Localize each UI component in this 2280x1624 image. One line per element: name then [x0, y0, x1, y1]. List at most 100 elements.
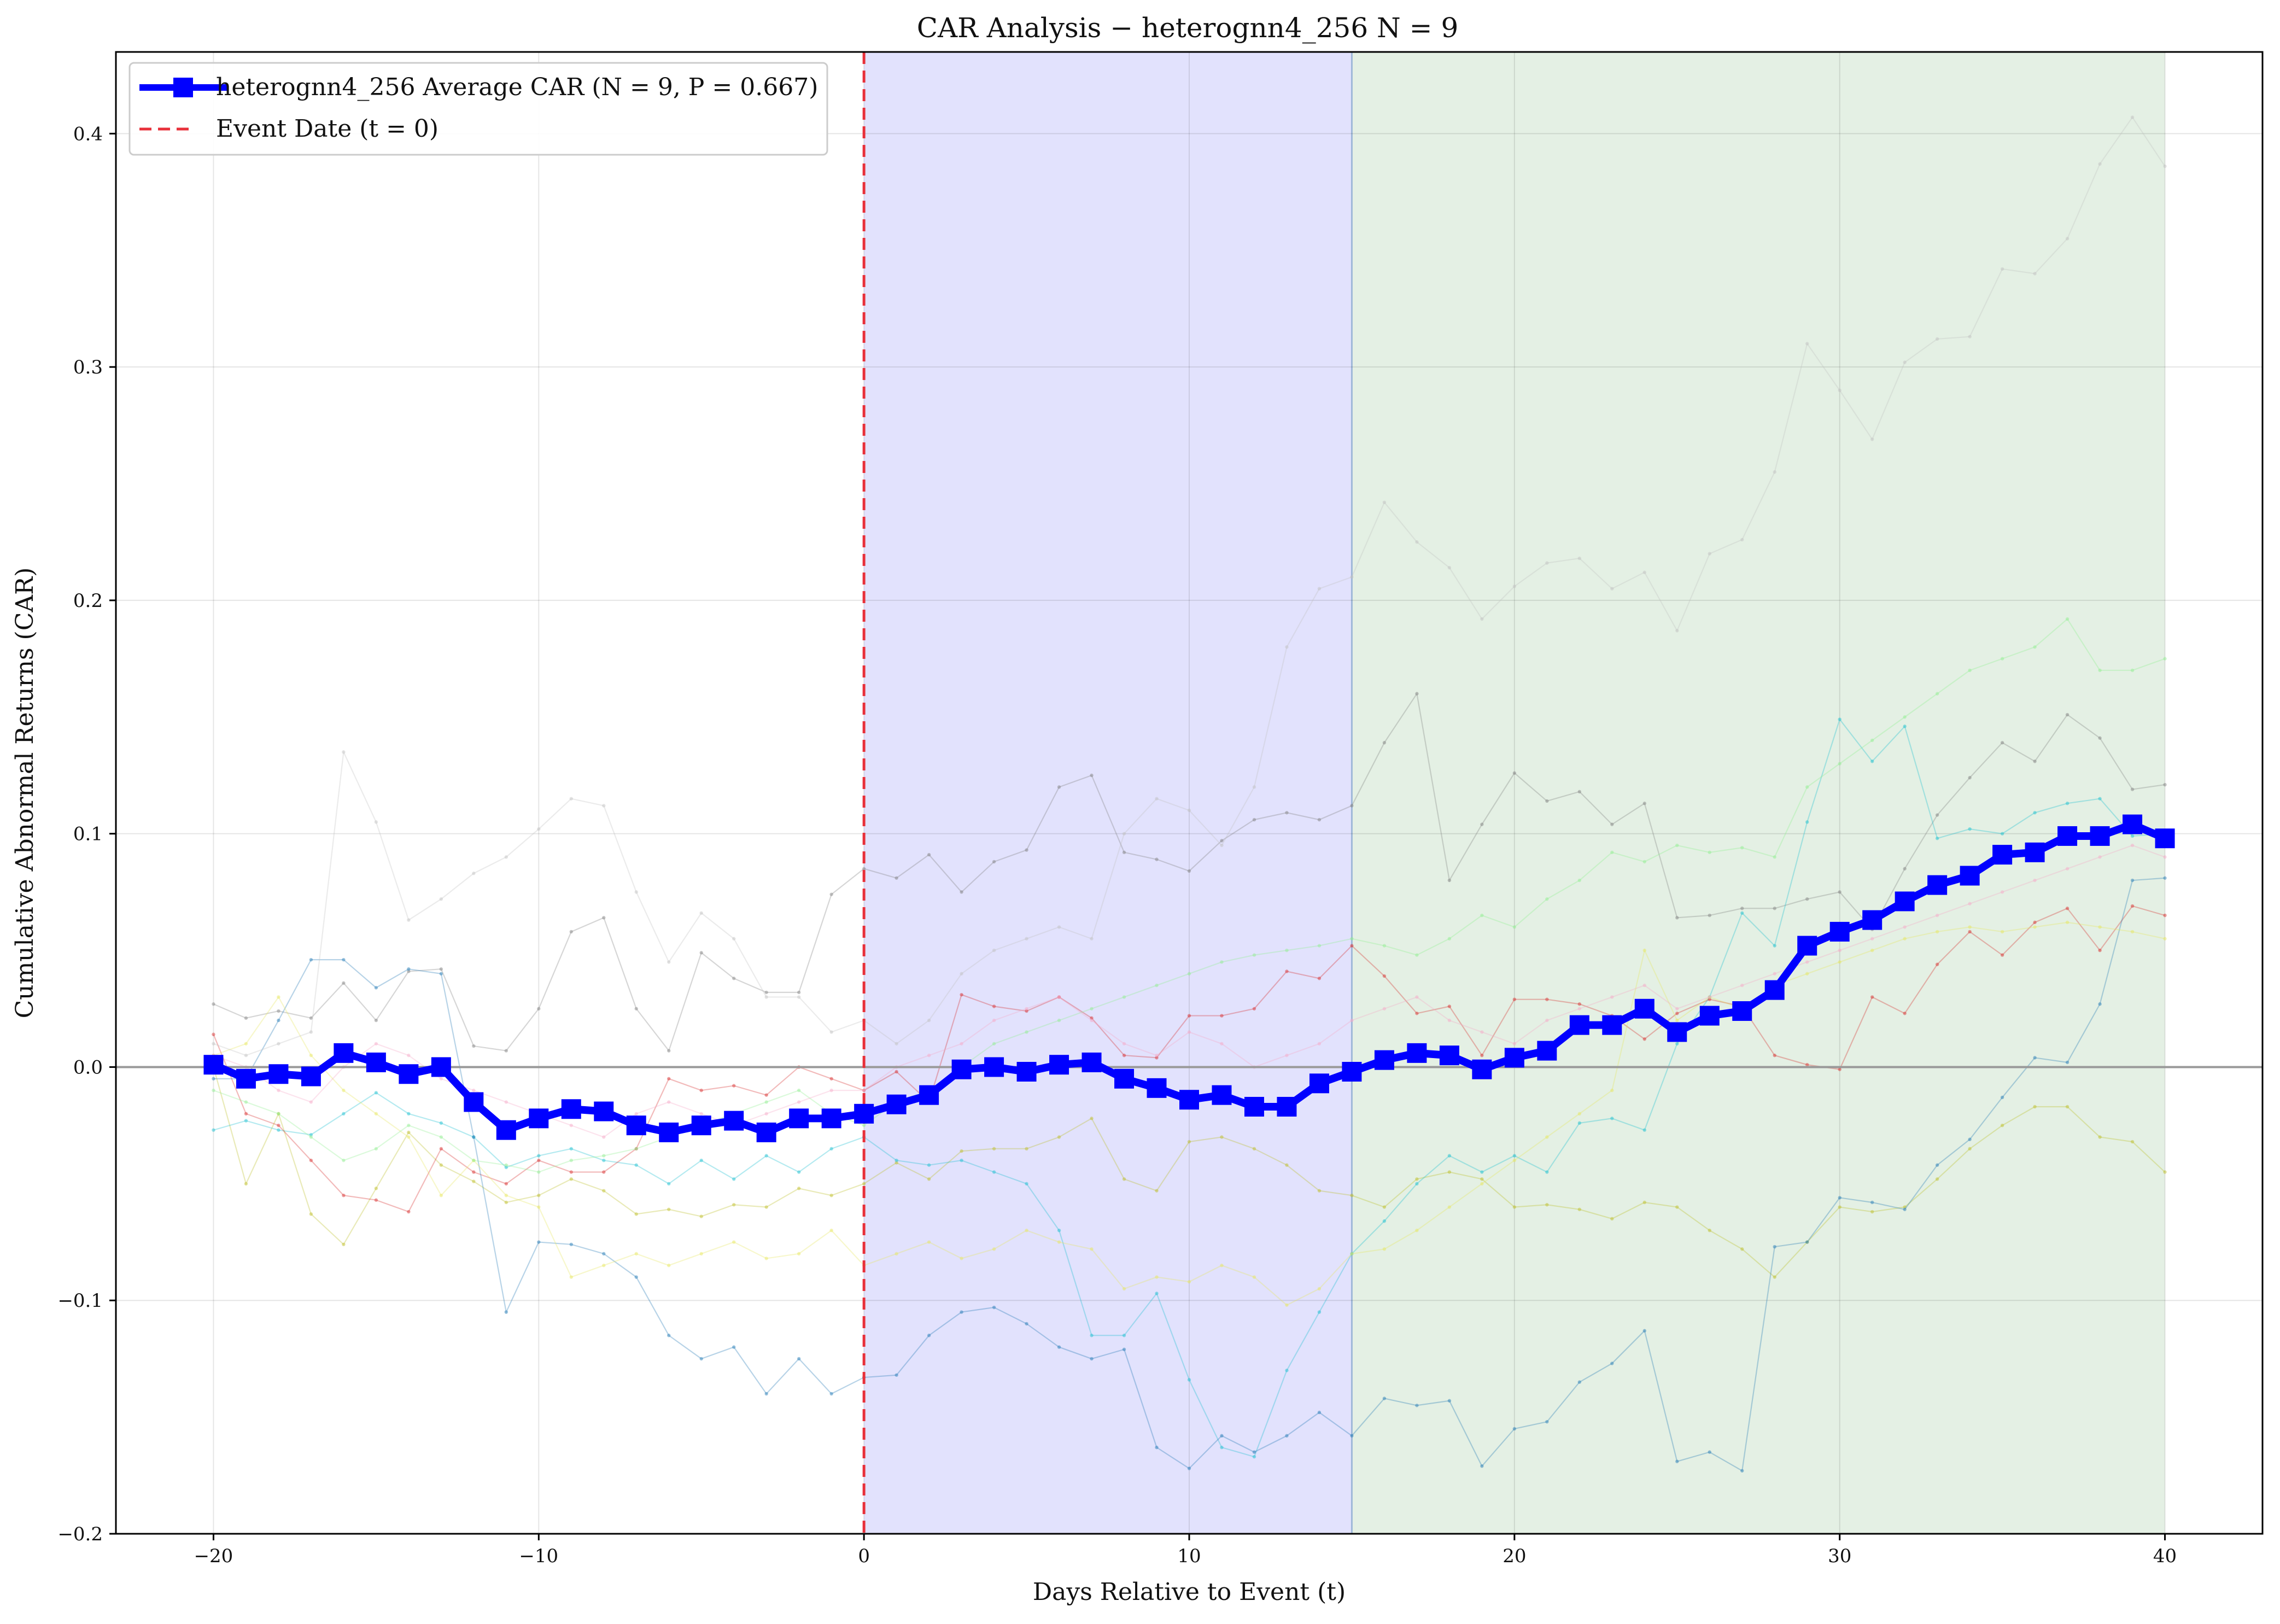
average-car-point: [659, 1122, 679, 1142]
individual-point: [1838, 762, 1841, 766]
individual-point: [1122, 995, 1126, 999]
individual-point: [1870, 948, 1874, 953]
average-car-point: [1992, 845, 2013, 865]
individual-point: [1025, 848, 1028, 852]
individual-point: [1122, 1334, 1126, 1337]
individual-point: [1675, 1018, 1679, 1023]
individual-point: [1285, 969, 1289, 973]
individual-point: [244, 1119, 248, 1123]
average-car-point: [529, 1108, 549, 1129]
average-car-point: [1829, 921, 1850, 942]
average-car-point: [1114, 1068, 1135, 1089]
individual-point: [1545, 1419, 1549, 1424]
individual-point: [1545, 1018, 1549, 1023]
individual-point: [2163, 657, 2167, 661]
individual-point: [2130, 878, 2135, 883]
individual-line-2: [213, 718, 2165, 1458]
individual-point: [2065, 1105, 2069, 1109]
individual-point: [1447, 878, 1452, 883]
individual-point: [1870, 760, 1874, 763]
individual-point: [277, 1112, 280, 1116]
shaded-region-1: [1352, 52, 2165, 1534]
average-car-point: [1602, 1015, 1622, 1035]
individual-point: [1480, 913, 1484, 918]
average-car-point: [1732, 1001, 1752, 1021]
individual-point: [1415, 1228, 1419, 1232]
individual-point: [2000, 832, 2004, 836]
individual-point: [277, 1128, 280, 1132]
x-tick-label: 20: [1503, 1545, 1526, 1567]
individual-point: [2000, 741, 2004, 745]
individual-point: [895, 1042, 898, 1045]
individual-point: [1903, 725, 1907, 728]
individual-point: [1187, 1140, 1191, 1144]
individual-point: [667, 1182, 671, 1186]
individual-point: [1805, 820, 1809, 824]
average-car-point: [854, 1103, 874, 1124]
average-car-point: [626, 1115, 646, 1136]
individual-point: [472, 1044, 476, 1048]
individual-point: [1317, 944, 1322, 948]
individual-point: [1935, 913, 1939, 918]
individual-point: [1155, 1189, 1159, 1193]
individual-point: [1545, 897, 1549, 901]
individual-point: [960, 1149, 963, 1153]
individual-point: [1187, 1378, 1191, 1382]
x-tick-label: 0: [858, 1545, 870, 1567]
individual-point: [1610, 1217, 1614, 1221]
individual-point: [407, 967, 411, 971]
individual-point: [764, 1154, 768, 1158]
individual-point: [1090, 773, 1094, 778]
individual-point: [1675, 1042, 1679, 1045]
individual-point: [1382, 1397, 1387, 1400]
average-car-point: [268, 1064, 289, 1084]
individual-point: [2130, 668, 2135, 673]
individual-point: [1903, 360, 1907, 364]
individual-point: [1708, 1450, 1711, 1454]
individual-point: [1968, 1137, 1972, 1141]
individual-point: [1935, 837, 1939, 840]
individual-point: [634, 1252, 638, 1256]
individual-point: [927, 1163, 931, 1167]
individual-point: [1122, 1042, 1126, 1045]
individual-point: [797, 990, 801, 995]
individual-point: [2098, 668, 2102, 673]
average-car-point: [1537, 1041, 1557, 1061]
individual-point: [1447, 1004, 1452, 1008]
individual-point: [829, 892, 833, 896]
individual-point: [960, 992, 963, 997]
individual-point: [1642, 983, 1646, 988]
individual-point: [1838, 717, 1841, 721]
individual-point: [699, 1357, 703, 1361]
individual-point: [764, 1257, 768, 1260]
individual-point: [1675, 1459, 1679, 1463]
average-car-point: [236, 1068, 256, 1089]
average-car-point: [1862, 910, 1883, 930]
individual-point: [1090, 1357, 1094, 1361]
individual-point: [1610, 587, 1614, 591]
individual-point: [829, 1088, 833, 1093]
individual-point: [374, 1091, 378, 1095]
individual-point: [1025, 1322, 1028, 1326]
individual-point: [764, 1100, 768, 1104]
individual-point: [439, 967, 443, 971]
individual-point: [2098, 855, 2102, 859]
individual-point: [244, 1042, 248, 1045]
individual-point: [829, 1228, 833, 1232]
individual-point: [2163, 1170, 2167, 1174]
individual-point: [764, 1392, 768, 1396]
individual-point: [569, 930, 573, 934]
average-car-point: [464, 1092, 484, 1112]
individual-point: [1480, 1464, 1484, 1468]
individual-point: [2163, 855, 2167, 859]
legend-average-marker: [173, 78, 193, 97]
average-car-point: [1634, 998, 1655, 1019]
average-car-point: [789, 1108, 809, 1129]
individual-point: [1968, 930, 1972, 934]
individual-line-6: [213, 116, 2166, 1056]
individual-point: [1870, 738, 1874, 743]
individual-point: [2000, 1095, 2004, 1100]
individual-point: [1252, 1007, 1256, 1010]
individual-point: [1838, 948, 1841, 953]
